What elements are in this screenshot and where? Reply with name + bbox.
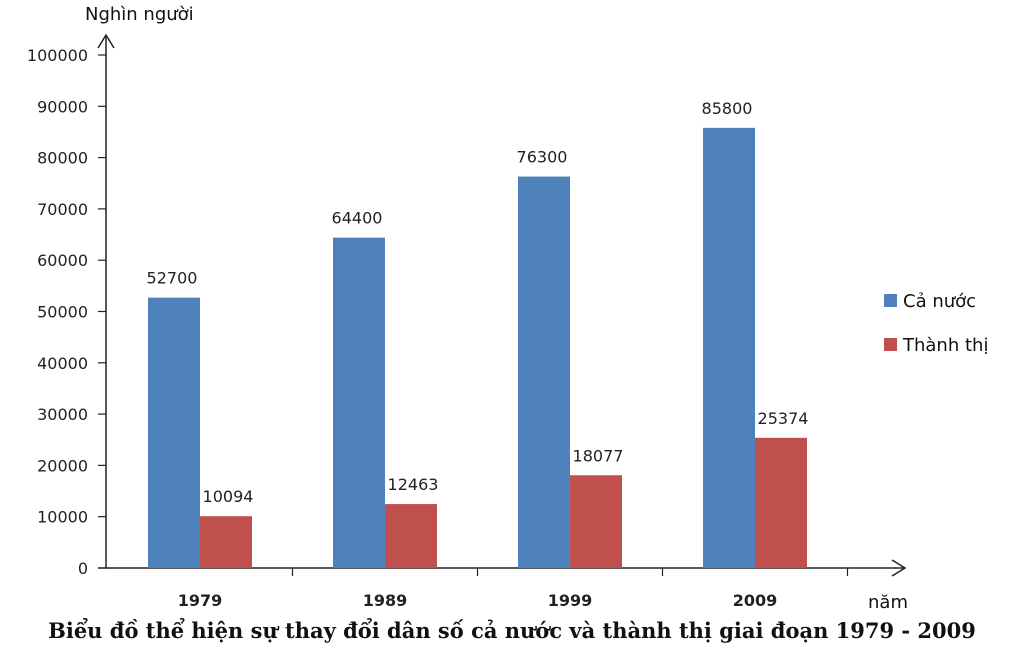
y-tick-label: 40000 <box>37 354 88 373</box>
x-tick-label: 1989 <box>363 591 408 610</box>
y-axis-title: Nghìn người <box>85 4 194 25</box>
legend-label: Cả nước <box>903 291 976 312</box>
bar-ca-nuoc <box>333 237 385 569</box>
y-tick-label: 0 <box>78 559 88 578</box>
x-tick-label: 2009 <box>733 591 778 610</box>
y-tick-label: 60000 <box>37 251 88 270</box>
y-tick-label: 50000 <box>37 303 88 322</box>
bar-thanh-thi <box>385 504 437 568</box>
data-label: 52700 <box>147 269 198 288</box>
x-axis-arrow <box>891 559 907 577</box>
y-tick-label: 80000 <box>37 149 88 168</box>
x-tick-label: 1999 <box>548 591 593 610</box>
x-tick-label: 1979 <box>178 591 223 610</box>
data-label: 12463 <box>388 475 439 494</box>
axes: 0 10000 20000 30000 40000 50000 60000 70000 8000… <box>27 4 908 613</box>
data-labels: 52700 64400 76300 85800 10094 12463 18077 25374 <box>147 99 809 506</box>
legend-swatch <box>884 294 897 307</box>
data-label: 25374 <box>758 409 809 428</box>
bar-thanh-thi <box>200 516 252 568</box>
data-label: 64400 <box>332 209 383 228</box>
chart-caption: Biểu đồ thể hiện sự thay đổi dân số cả n… <box>48 618 976 643</box>
y-tick-label: 90000 <box>37 97 88 116</box>
bar-thanh-thi <box>755 437 807 568</box>
y-tick-label: 30000 <box>37 405 88 424</box>
y-tick-label: 20000 <box>37 456 88 475</box>
legend-swatch <box>884 338 897 351</box>
bar-ca-nuoc <box>703 127 755 568</box>
data-label: 18077 <box>573 446 624 465</box>
y-axis-arrow <box>97 33 115 49</box>
data-label: 10094 <box>203 487 254 506</box>
legend: Cả nước Thành thị <box>884 291 988 356</box>
bar-ca-nuoc <box>148 297 200 568</box>
data-label: 76300 <box>517 148 568 167</box>
bar-thanh-thi <box>570 475 622 568</box>
y-tick-label: 70000 <box>37 200 88 219</box>
x-axis-title: năm <box>868 592 908 613</box>
bar-ca-nuoc <box>518 176 570 568</box>
y-tick-label: 10000 <box>37 508 88 527</box>
legend-label: Thành thị <box>902 335 988 356</box>
data-label: 85800 <box>702 99 753 118</box>
bars <box>148 127 807 569</box>
y-tick-label: 100000 <box>27 46 88 65</box>
